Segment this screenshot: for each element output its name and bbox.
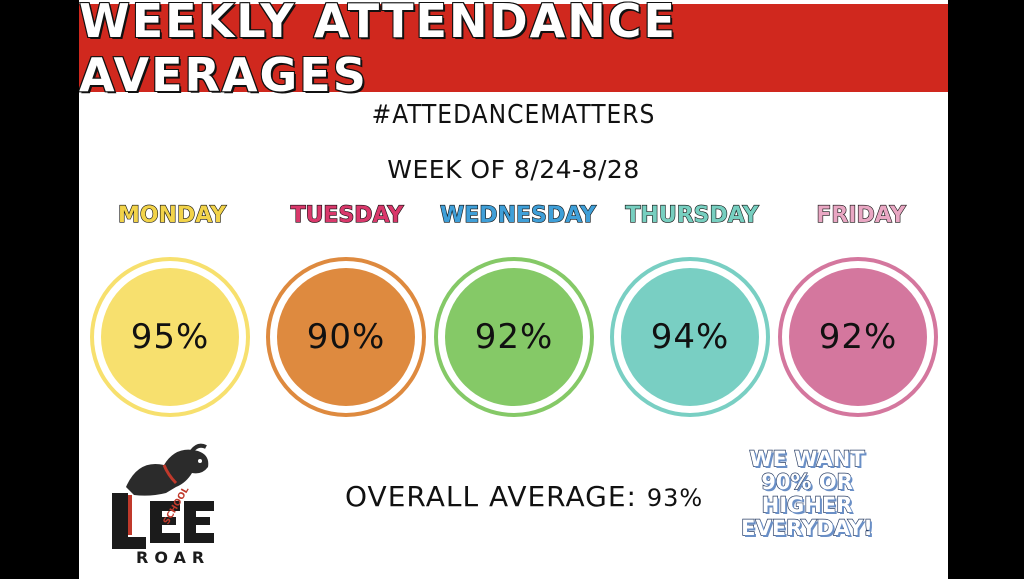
circle-tuesday: 90% [266,257,426,417]
goal-line-2: 90% OR [760,470,853,494]
logo-letters [112,493,214,549]
goal-line-1: WE WANT [749,447,866,471]
day-label-wednesday: WEDNESDAY [439,202,596,228]
value-tuesday: 90% [306,317,386,357]
page-title: WEEKLY ATTENDANCE AVERAGES [79,0,677,103]
circle-monday: 95% [90,257,250,417]
overall-average: OVERALL AVERAGE: 93% [345,480,703,513]
logo-roar-text: ROAR [136,548,210,567]
goal-line-4: EVERYDAY! [740,516,873,540]
overall-value: 93% [646,484,704,512]
school-logo: SCHOOL ROAR [106,437,226,567]
day-label-thursday: THURSDAY [625,202,759,228]
overall-label: OVERALL AVERAGE: [345,480,637,513]
title-banner: WEEKLY ATTENDANCE AVERAGES [79,0,948,103]
day-label-friday: FRIDAY [816,202,906,228]
week-range: WEEK OF 8/24-8/28 [387,155,640,184]
value-monday: 95% [130,317,210,357]
goal-line-3: HIGHER [761,493,853,517]
value-wednesday: 92% [474,317,554,357]
circle-wednesday: 92% [434,257,594,417]
circle-friday: 92% [778,257,938,417]
slide: WEEKLY ATTENDANCE AVERAGES #ATTEDANCEMAT… [79,0,948,579]
circle-thursday: 94% [610,257,770,417]
day-label-tuesday: TUESDAY [290,202,404,228]
hashtag-text: #ATTEDANCEMATTERS [371,100,656,130]
value-thursday: 94% [650,317,730,357]
value-friday: 92% [818,317,898,357]
goal-callout: WE WANT 90% OR HIGHER EVERYDAY! [717,447,897,540]
day-label-monday: MONDAY [117,202,227,228]
